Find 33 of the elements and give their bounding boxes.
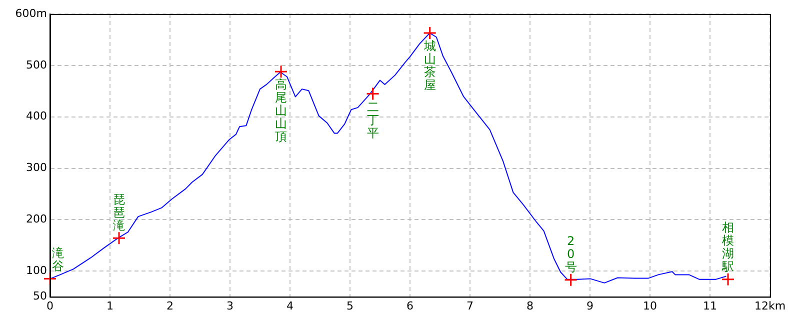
y-tick-label: 500 [26, 58, 47, 72]
x-tick-label: 11 [703, 299, 717, 312]
annotation: 滝谷 [52, 246, 64, 273]
y-tick-label: 400 [26, 110, 47, 123]
x-tick-label: 10 [643, 299, 657, 312]
annotation: 20号 [564, 234, 577, 274]
y-tick-label: 600m [15, 6, 47, 20]
x-tick-label: 3 [226, 299, 234, 312]
annotation: 城山茶屋 [422, 39, 436, 92]
annotation: 相模湖駅 [721, 220, 734, 274]
point [112, 231, 126, 245]
point [274, 64, 288, 78]
annotation: 高尾山山頂 [275, 78, 287, 144]
x-tick-label: 9 [586, 299, 594, 312]
x-tick-label: 0 [46, 299, 54, 312]
x-tick-label: 2 [166, 299, 174, 312]
annotation: 二丁平 [366, 100, 379, 140]
x-tick-label: 8 [526, 299, 534, 312]
point [721, 272, 735, 286]
x-tick-label: 12km [754, 299, 786, 312]
annotation: 琵琶滝 [113, 192, 125, 232]
point [423, 26, 437, 40]
y-tick-label: 200 [26, 212, 47, 226]
x-tick-label: 5 [346, 299, 354, 312]
y-tick-label: 50 [33, 290, 47, 303]
point [564, 273, 578, 287]
x-tick-label: 7 [466, 299, 474, 312]
y-tick-label: 300 [26, 161, 47, 174]
y-tick-label: 100 [26, 264, 47, 277]
x-tick-label: 6 [406, 299, 414, 312]
x-tick-label: 4 [286, 299, 294, 312]
x-tick-label: 1 [106, 299, 114, 312]
point [366, 86, 380, 100]
